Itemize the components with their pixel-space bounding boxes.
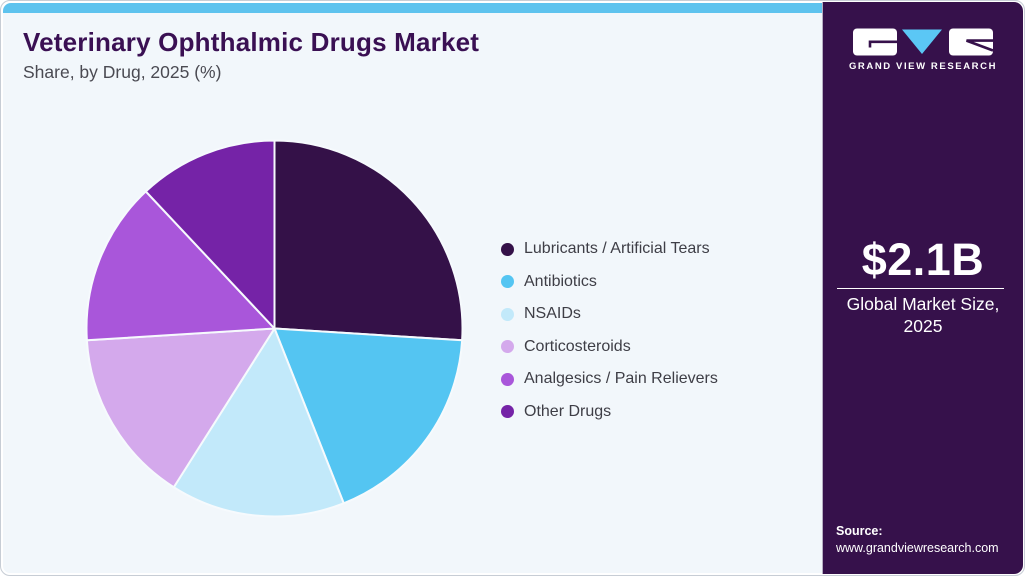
logo-v-triangle (902, 29, 942, 54)
legend-swatch-icon (501, 242, 514, 256)
chart-panel: Veterinary Ophthalmic Drugs Market Share… (1, 1, 824, 575)
brand-name: GRAND VIEW RESEARCH (848, 61, 998, 72)
pie-slice-other-drugs (144, 139, 276, 330)
pie-slice-corticosteroids (85, 327, 276, 489)
pie-chart-svg (85, 139, 464, 518)
pie-slice-nsaids (172, 327, 345, 518)
pie-slice-lubricants-artificial-tears (273, 139, 464, 342)
gvr-logo-icon (853, 28, 994, 56)
legend-label: Lubricants / Artificial Tears (524, 240, 710, 257)
market-size-value: $2.1B (861, 234, 985, 285)
legend-label: Analgesics / Pain Relievers (524, 370, 718, 387)
legend-swatch-icon (501, 405, 514, 418)
market-size-caption: Global Market Size, 2025 (823, 293, 1023, 337)
legend-label: Other Drugs (524, 402, 612, 420)
legend-item: Corticosteroids (501, 338, 718, 356)
logo-r-cut (966, 39, 994, 52)
legend-item: Other Drugs (501, 403, 718, 421)
pie-chart (84, 138, 465, 519)
legend-swatch-icon (501, 372, 514, 386)
legend-label: NSAIDs (524, 305, 581, 322)
top-accent-bar (3, 3, 824, 13)
pie-slice-analgesics-pain-relievers (85, 190, 276, 342)
source-block: Source: www.grandviewresearch.com (836, 523, 999, 557)
legend-swatch-icon (501, 340, 514, 353)
market-size-divider (837, 288, 1004, 289)
legend: Lubricants / Artificial Tears Antibiotics… (501, 240, 718, 421)
legend-label: Antibiotics (524, 272, 597, 290)
page-subtitle: Share, by Drug, 2025 (%) (23, 62, 222, 82)
source-label: Source: (836, 524, 883, 538)
legend-item: Analgesics / Pain Relievers (501, 370, 718, 388)
legend-swatch-icon (501, 275, 514, 288)
legend-item: Lubricants / Artificial Tears (501, 240, 718, 258)
source-url: www.grandviewresearch.com (836, 541, 999, 555)
legend-label: Corticosteroids (524, 337, 631, 355)
market-size-caption-line1: Global Market Size, (846, 294, 1000, 314)
legend-item: Antibiotics (501, 273, 718, 291)
legend-swatch-icon (501, 307, 514, 321)
brand-sidebar: GRAND VIEW RESEARCH $2.1B Global Market … (822, 2, 1023, 574)
legend-item: NSAIDs (501, 305, 718, 323)
logo-g-cut (868, 40, 897, 48)
pie-slice-antibiotics (273, 327, 464, 505)
market-size-caption-line2: 2025 (903, 316, 943, 336)
page-title: Veterinary Ophthalmic Drugs Market (23, 27, 480, 57)
